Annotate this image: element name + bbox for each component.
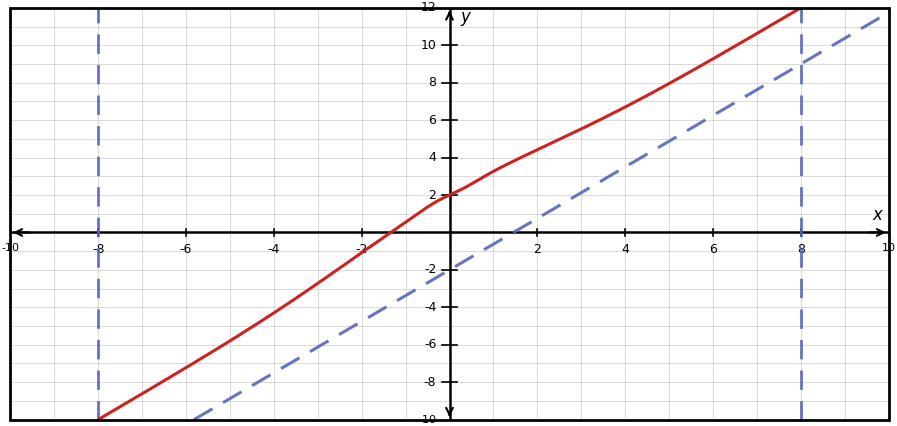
- Text: -10: -10: [2, 243, 20, 253]
- Text: 6: 6: [429, 114, 436, 127]
- Bar: [11, 8, 889, 420]
- Text: y: y: [460, 8, 470, 26]
- Text: -6: -6: [424, 338, 436, 351]
- Text: 6: 6: [709, 243, 717, 256]
- Text: -2: -2: [355, 243, 368, 256]
- Text: -10: -10: [418, 414, 436, 425]
- Text: x: x: [872, 206, 882, 224]
- Text: 10: 10: [882, 243, 895, 253]
- Text: 2: 2: [429, 189, 436, 201]
- Text: 10: 10: [421, 39, 436, 52]
- Text: 4: 4: [429, 151, 436, 164]
- Text: -6: -6: [179, 243, 192, 256]
- Text: -4: -4: [267, 243, 280, 256]
- Text: 12: 12: [421, 1, 436, 14]
- Text: 8: 8: [797, 243, 805, 256]
- Text: 2: 2: [534, 243, 541, 256]
- Text: 8: 8: [429, 76, 436, 89]
- Text: -8: -8: [92, 243, 104, 256]
- Text: -2: -2: [424, 263, 436, 276]
- Text: 4: 4: [622, 243, 629, 256]
- Text: -4: -4: [424, 301, 436, 314]
- Text: -8: -8: [423, 376, 436, 389]
